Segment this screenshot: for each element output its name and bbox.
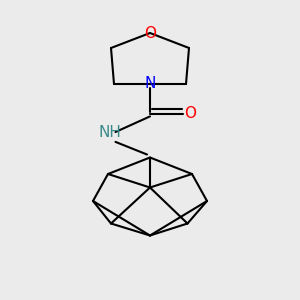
Text: O: O [184, 106, 196, 122]
Text: O: O [144, 26, 156, 40]
Text: N: N [144, 76, 156, 92]
Text: NH: NH [98, 125, 121, 140]
